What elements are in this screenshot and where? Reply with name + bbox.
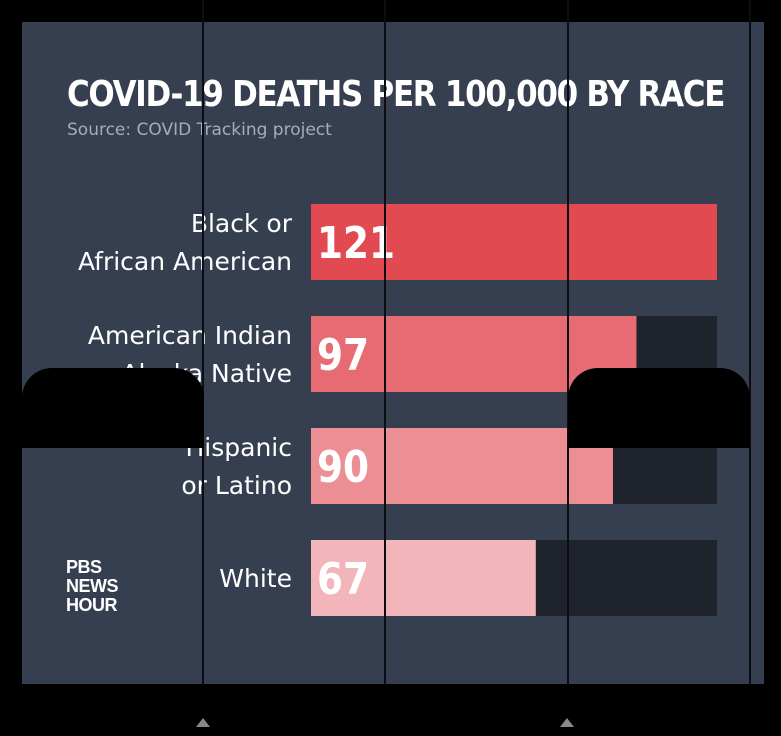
category-label: Black or xyxy=(191,209,293,238)
category-label: White xyxy=(219,564,292,593)
occluding-shape-left xyxy=(22,368,204,448)
frame-divider xyxy=(384,0,386,736)
logo-line: NEWS xyxy=(66,576,119,596)
bar xyxy=(311,204,717,280)
up-arrow-icon xyxy=(196,718,210,727)
bar-chart: 121 Black or African American 97 American In… xyxy=(78,204,717,616)
category-label: American Indian xyxy=(88,321,292,350)
bar xyxy=(311,540,536,616)
category-label: African American xyxy=(78,247,292,276)
bar xyxy=(311,428,613,504)
data-label: 90 xyxy=(317,441,369,493)
bottom-bar xyxy=(0,684,781,736)
frame-divider xyxy=(202,0,204,736)
chart-title: COVID-19 DEATHS PER 100,000 BY RACE xyxy=(67,74,725,115)
frame-divider xyxy=(567,0,569,736)
logo-line: PBS xyxy=(66,557,102,577)
data-label: 67 xyxy=(317,553,369,605)
data-label: 121 xyxy=(317,217,395,269)
logo-line: HOUR xyxy=(66,595,118,615)
data-label: 97 xyxy=(317,329,369,381)
occluding-shape-right xyxy=(568,368,750,448)
frame-divider xyxy=(749,0,751,736)
chart-subtitle: Source: COVID Tracking project xyxy=(67,120,332,140)
category-label: or Latino xyxy=(181,471,292,500)
chart-screen: COVID-19 DEATHS PER 100,000 BY RACE Sour… xyxy=(22,22,764,684)
pbs-newshour-logo: PBS NEWS HOUR xyxy=(66,557,119,615)
up-arrow-icon xyxy=(560,718,574,727)
